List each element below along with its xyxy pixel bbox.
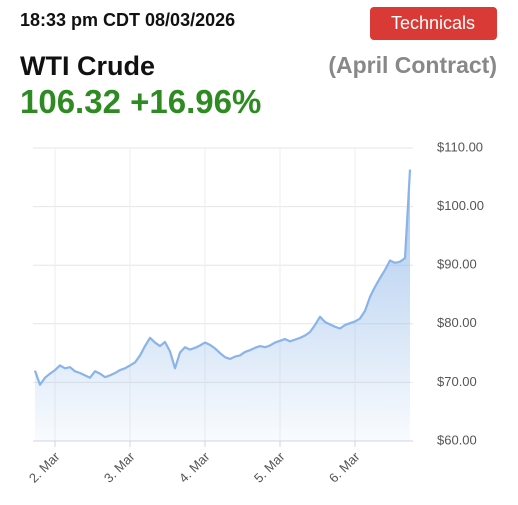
y-tick-label: $70.00 [437,374,477,389]
x-tick-label: 4. Mar [176,448,213,485]
instrument: WTI Crude [20,51,155,81]
area [35,169,410,441]
button-label[interactable]: Technicals [391,13,475,33]
x-tick-label: 6. Mar [326,448,363,485]
y-tick-label: $110.00 [437,139,483,154]
y-tick-label: $60.00 [437,432,477,447]
x-tick-label: 3. Mar [101,448,138,485]
y-tick-label: $90.00 [437,257,477,272]
change: +16.96% [130,83,261,120]
contract: (April Contract) [328,52,497,78]
y-tick-label: $100.00 [437,198,484,213]
quote: 106.32 +16.96% [20,83,261,120]
line [33,169,412,386]
y-tick-label: $80.00 [437,315,477,330]
plot: $60.00 $70.00 $80.00 $90.00 $100.00 $110.00 2.… [26,139,484,485]
price: 106.32 [20,83,121,120]
x-tick-label: 5. Mar [251,448,288,485]
timestamp: 18:33 pm CDT 08/03/2026 [20,10,235,30]
x-tick-label: 2. Mar [26,448,63,485]
technicals-button[interactable] [370,7,497,40]
